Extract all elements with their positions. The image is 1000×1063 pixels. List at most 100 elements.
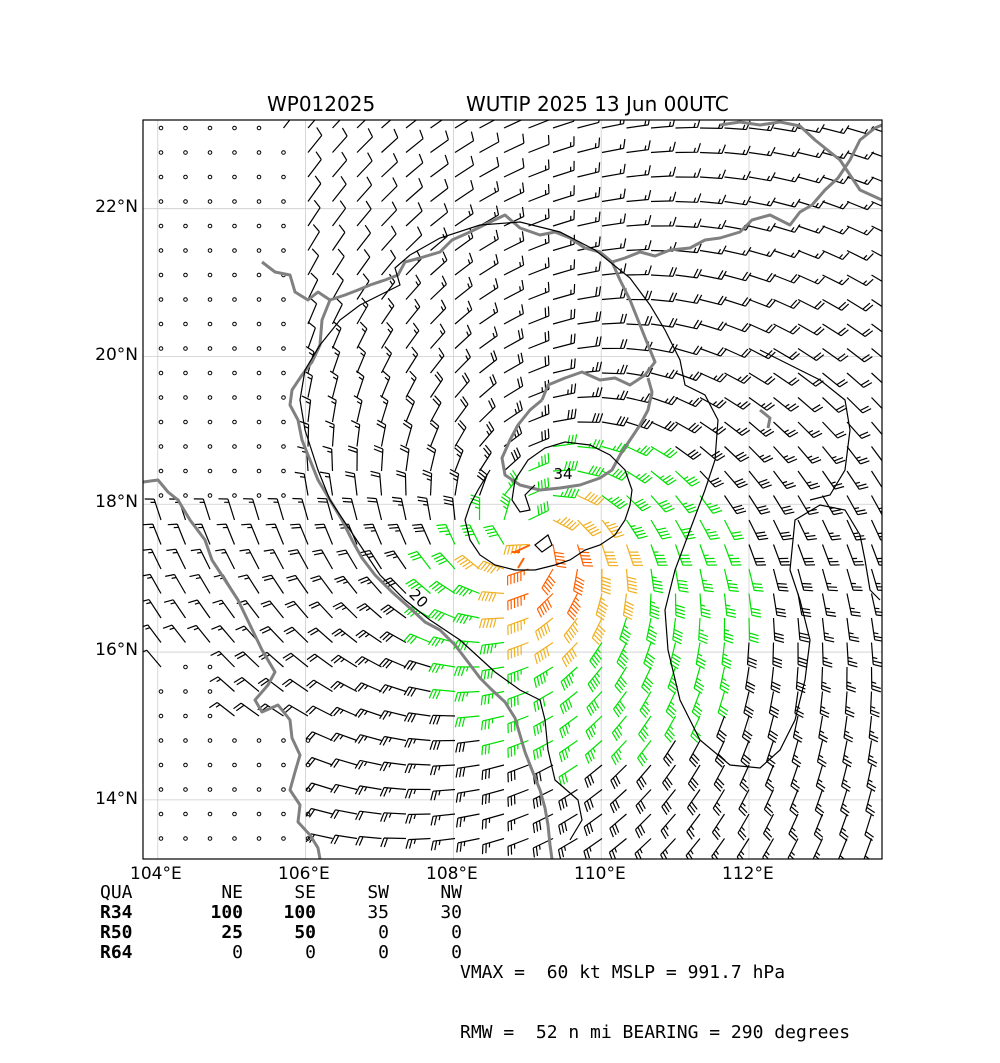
wind-barb [166,548,187,570]
wind-barb [307,321,316,349]
wind-barb [507,641,529,660]
wind-barb [430,371,444,398]
wind-barb [611,715,627,742]
wind-barb [460,524,481,545]
wind-barb [265,523,285,545]
wind-barb [748,298,777,308]
wind-barb [232,468,237,474]
wind-barb [797,446,822,464]
cell: 0 [451,942,462,963]
wind-barb [158,346,164,351]
wind-barb [797,397,824,413]
wind-barb [478,444,492,472]
wind-barb [822,249,850,261]
wind-barb [354,708,382,718]
wind-barb [724,322,752,333]
wind-barb [344,471,358,496]
wind-barb [507,739,529,758]
wind-barb [454,690,480,702]
wind-barb [871,176,882,182]
wind-barb [479,278,499,301]
wind-barbs [143,120,882,865]
wind-barb [535,617,554,641]
wind-barb [256,297,262,302]
wind-barb [305,738,311,743]
wind-barb [384,550,407,570]
wind-barb [158,272,164,278]
wind-barb [207,370,213,376]
wind-barb [773,173,801,183]
wind-barb [207,297,213,302]
wind-barb [868,715,879,743]
wind-barb [577,261,601,276]
wind-barb [183,738,188,743]
wind-barb [426,444,437,472]
wind-barb [479,397,496,423]
wind-barb [456,837,480,853]
wind-barb [187,624,211,643]
wind-barb [773,274,801,284]
wind-barb [481,837,505,855]
wind-barb [748,470,772,489]
wind-barb [712,789,726,816]
wind-barb [183,787,188,792]
wind-barb [329,370,339,398]
wind-barb [207,811,213,817]
wind-barb [281,199,286,204]
wind-barb [660,813,676,840]
wind-barb [232,493,237,498]
header-se: SE [294,882,316,903]
wind-barb [609,813,627,838]
wind-barb [430,299,447,325]
wind-barb [797,470,821,490]
wind-barb [724,446,750,463]
wind-barb [241,523,260,545]
wind-barb [281,678,309,692]
wind-barb [332,127,348,153]
wind-barb [332,120,341,129]
wind-barb [724,145,751,156]
wind-barb [292,497,309,521]
wind-barb [577,286,602,301]
wind-barb [331,248,345,276]
wind-barb [821,593,837,617]
wind-barb [577,439,604,450]
wind-barb [737,813,750,841]
wind-barb [625,544,644,566]
wind-barb [306,653,333,668]
wind-barb [699,568,714,593]
wind-barb [355,629,382,643]
wind-barb [840,789,850,817]
wind-barb [207,419,213,425]
wind-barb [183,811,188,817]
wind-barb [797,544,816,566]
wind-barb [675,345,703,356]
wind-barb [305,836,311,841]
wind-barb [381,177,398,202]
wind-barb [184,861,188,865]
wind-barb [379,761,407,772]
wind-barb [183,223,188,229]
wind-barb [503,279,525,301]
wind-barb [622,593,635,621]
wind-barb [443,495,456,521]
wind-barb [211,625,235,643]
wind-barb [232,199,237,204]
wind-barb [626,470,653,484]
wind-barb [256,199,262,204]
wind-barb [480,666,505,681]
wind-barb [207,713,213,719]
wind-barb [239,548,260,570]
wind-barb [356,249,371,276]
wind-barb [675,421,703,434]
wind-barb [772,568,789,592]
wind-barb [559,691,578,715]
wind-barb [407,550,431,570]
wind-barb [724,196,752,206]
wind-barb [158,493,164,498]
wind-barb [381,297,395,325]
wind-barb [405,346,419,374]
wind-barb [158,297,164,302]
wind-barb [626,215,652,227]
wind-barb [584,764,603,788]
